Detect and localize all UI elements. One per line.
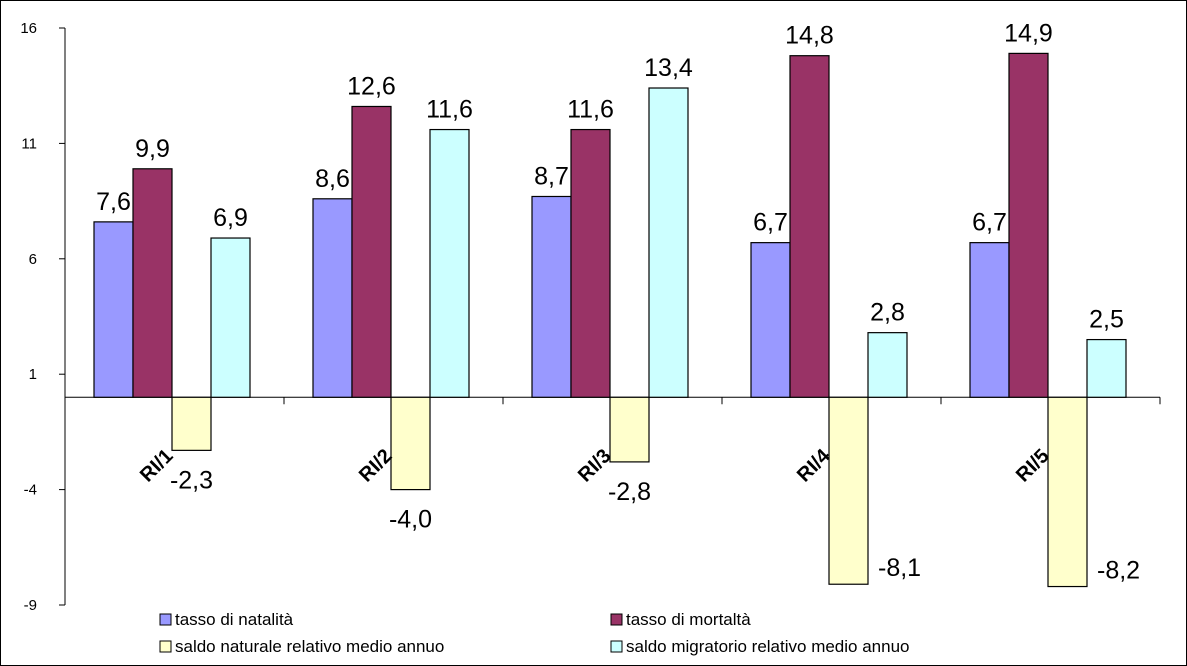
bar xyxy=(1008,52,1049,398)
y-tick-label: 1 xyxy=(29,366,37,383)
data-label: 8,6 xyxy=(315,165,350,193)
y-tick-label: 16 xyxy=(20,20,37,37)
bar xyxy=(351,105,392,398)
data-label: 9,9 xyxy=(135,135,170,163)
data-label: -4,0 xyxy=(389,506,432,534)
bar xyxy=(609,396,650,463)
category-label: RI/2 xyxy=(355,445,396,486)
bar xyxy=(171,396,212,451)
data-label: 14,8 xyxy=(785,22,834,50)
data-label: 2,8 xyxy=(870,299,905,327)
data-label: 11,6 xyxy=(567,96,614,124)
data-label: -8,1 xyxy=(878,554,921,582)
category-label: RI/5 xyxy=(1012,445,1053,486)
data-label: 6,7 xyxy=(972,209,1007,237)
legend-label: tasso di natalità xyxy=(175,610,294,629)
legend-label: saldo naturale relativo medio annuo xyxy=(175,637,444,656)
legend-label: saldo migratorio relativo medio annuo xyxy=(626,637,910,656)
bar xyxy=(867,332,908,398)
legend-swatch xyxy=(159,613,172,626)
data-label: 8,7 xyxy=(534,162,569,190)
data-label: 2,5 xyxy=(1089,306,1124,334)
data-label: 12,6 xyxy=(347,72,396,100)
bar xyxy=(969,242,1010,398)
y-tick-label: 11 xyxy=(21,135,37,152)
y-tick-label: -9 xyxy=(24,597,37,614)
bar xyxy=(750,242,791,398)
bar xyxy=(1086,338,1127,398)
data-label: 6,7 xyxy=(753,209,788,237)
legend-swatch xyxy=(610,613,623,626)
data-label: 13,4 xyxy=(644,54,693,82)
legend-swatch xyxy=(159,640,172,653)
data-label: 7,6 xyxy=(96,188,131,216)
data-label: 6,9 xyxy=(213,204,248,232)
data-label: -2,3 xyxy=(170,466,213,494)
data-label: -8,2 xyxy=(1097,557,1140,585)
bar xyxy=(132,168,173,398)
bar xyxy=(429,128,470,398)
y-tick-label: -4 xyxy=(24,482,37,499)
data-label: 11,6 xyxy=(426,96,473,124)
bar xyxy=(93,221,134,398)
y-tick-label: 6 xyxy=(29,251,37,268)
bar xyxy=(828,396,869,585)
legend-label: tasso di mortaltà xyxy=(626,610,751,629)
data-label: 14,9 xyxy=(1004,19,1053,47)
legend-swatch xyxy=(610,640,623,653)
bar xyxy=(390,396,431,491)
bar xyxy=(570,128,611,398)
bar xyxy=(648,87,689,398)
data-label: -2,8 xyxy=(608,478,651,506)
bar xyxy=(312,198,353,398)
bar xyxy=(789,55,830,398)
bar xyxy=(210,237,251,398)
bar xyxy=(1047,396,1088,588)
bar xyxy=(531,195,572,398)
